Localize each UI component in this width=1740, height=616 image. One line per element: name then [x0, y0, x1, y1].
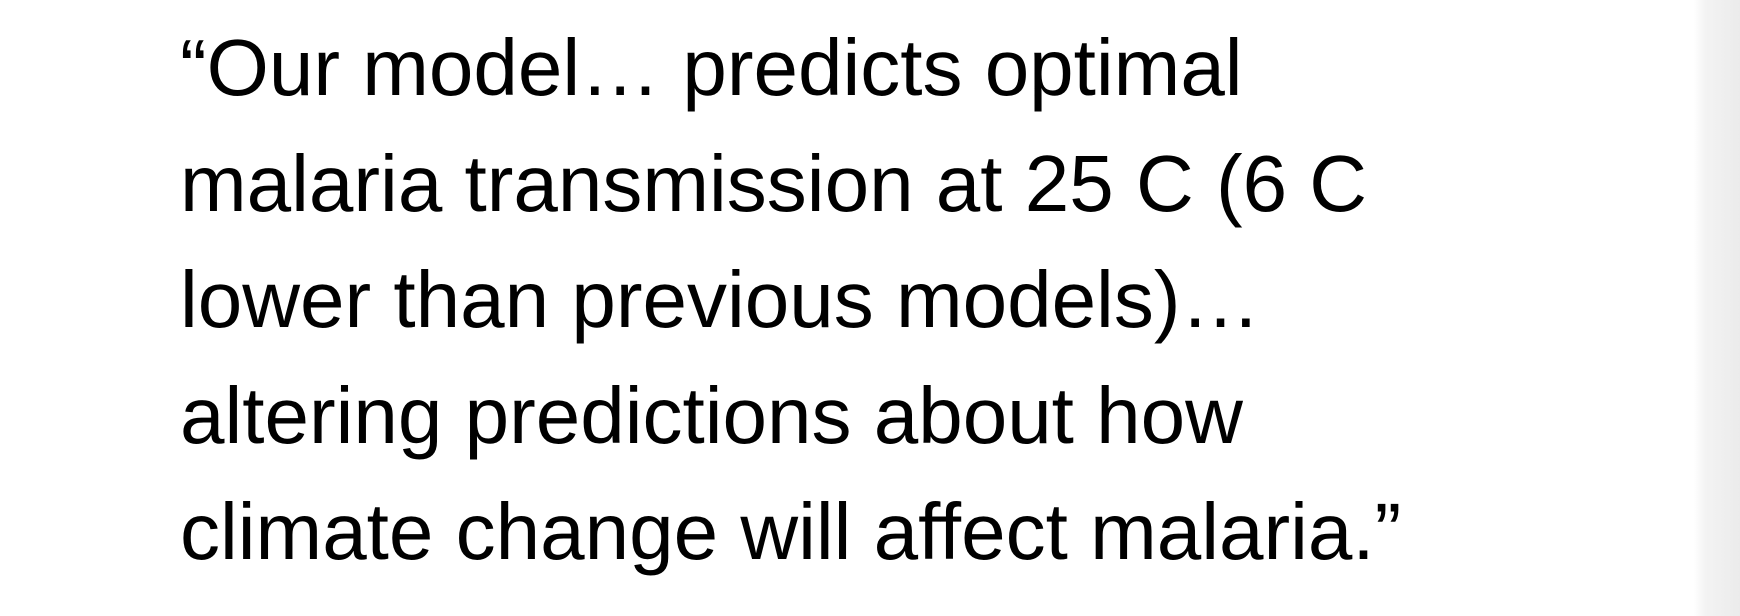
quote-text-block: “Our model… predicts optimal malaria tra…: [180, 10, 1680, 590]
quote-line-2: malaria transmission at 25 C (6 C: [180, 139, 1368, 228]
quote-line-3: lower than previous models)…: [180, 255, 1261, 344]
quote-line-1: “Our model… predicts optimal: [180, 23, 1243, 112]
quote-line-5: climate change will affect malaria.”: [180, 487, 1402, 576]
right-edge-shadow: [1694, 0, 1740, 616]
quote-line-4: altering predictions about how: [180, 371, 1243, 460]
